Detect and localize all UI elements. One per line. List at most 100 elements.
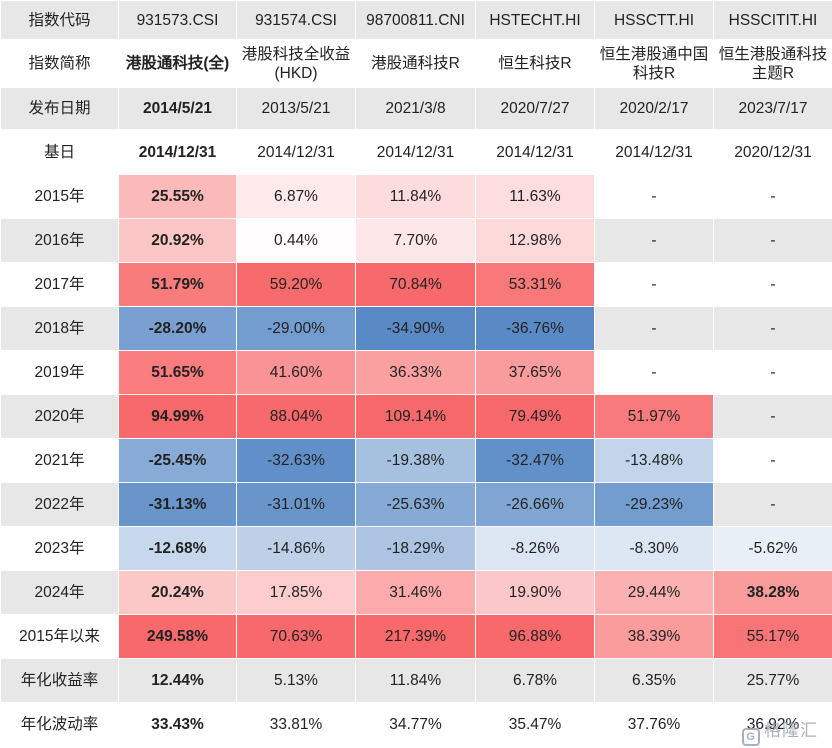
value-cell: 29.44% [594,570,714,615]
row-label: 2015年以来 [0,614,119,659]
table-row: 2021年 -25.45% -32.63% -19.38% -32.47% -13.48%… [0,438,832,483]
value-cell: 70.63% [236,614,356,659]
value-cell: -19.38% [355,438,476,483]
value-cell: 38.39% [594,614,714,659]
value-cell: 96.88% [475,614,595,659]
row-label: 年化波动率 [0,702,119,747]
value-cell: 88.04% [236,394,356,439]
header-row: 发布日期 2014/5/21 2013/5/21 2021/3/8 2020/7/27 2… [0,87,832,130]
value-cell: - [713,394,832,439]
value-cell: - [713,174,832,219]
value-cell: 53.31% [475,262,595,307]
value-cell: -32.47% [475,438,595,483]
value-cell: 36.92% [713,702,832,747]
value-cell: - [713,438,832,483]
value-cell: 12.98% [475,218,595,263]
row-label: 2016年 [0,218,119,263]
value-cell: -29.23% [594,482,714,527]
header-cell: 港股通科技(全) [118,39,237,88]
value-cell: -18.29% [355,526,476,571]
value-cell: 5.13% [236,658,356,703]
value-cell: -34.90% [355,306,476,351]
value-cell: 25.77% [713,658,832,703]
value-cell: -25.63% [355,482,476,527]
value-cell: - [713,350,832,395]
value-cell: 6.78% [475,658,595,703]
header-cell: 2014/12/31 [594,129,714,175]
header-cell: 98700811.CNI [355,0,476,40]
value-cell: -36.76% [475,306,595,351]
row-label: 发布日期 [0,87,119,130]
row-label: 年化收益率 [0,658,119,703]
value-cell: 41.60% [236,350,356,395]
watermark: G 格隆汇 [742,716,818,746]
value-cell: 79.49% [475,394,595,439]
value-cell: 109.14% [355,394,476,439]
value-cell: 20.24% [118,570,237,615]
value-cell: 20.92% [118,218,237,263]
value-cell: -5.62% [713,526,832,571]
table-row: 年化波动率 33.43% 33.81% 34.77% 35.47% 37.76% 36.92… [0,702,832,747]
value-cell: -26.66% [475,482,595,527]
value-cell: - [713,482,832,527]
value-cell: 217.39% [355,614,476,659]
header-cell: 931573.CSI [118,0,237,40]
value-cell: 12.44% [118,658,237,703]
value-cell: 0.44% [236,218,356,263]
header-cell: 2014/12/31 [118,129,237,175]
row-label: 2022年 [0,482,119,527]
value-cell: -13.48% [594,438,714,483]
row-label: 2024年 [0,570,119,615]
row-label: 2015年 [0,174,119,219]
row-label: 指数简称 [0,39,119,88]
value-cell: -8.26% [475,526,595,571]
value-cell: 94.99% [118,394,237,439]
value-cell: - [594,306,714,351]
value-cell: 59.20% [236,262,356,307]
value-cell: 11.84% [355,174,476,219]
table-row: 年化收益率 12.44% 5.13% 11.84% 6.78% 6.35% 25.77% [0,658,832,703]
header-cell: 2013/5/21 [236,87,356,130]
header-cell: HSSCTT.HI [594,0,714,40]
watermark-logo-icon: G [742,728,760,746]
value-cell: 37.76% [594,702,714,747]
header-cell: 恒生港股通科技主题R [713,39,832,88]
header-row: 指数简称 港股通科技(全) 港股科技全收益(HKD) 港股通科技R 恒生科技R 恒生港股通… [0,39,832,88]
header-cell: 2014/5/21 [118,87,237,130]
header-row: 指数代码 931573.CSI 931574.CSI 98700811.CNI HSTE… [0,0,832,40]
header-cell: 931574.CSI [236,0,356,40]
value-cell: - [594,350,714,395]
table-row: 2017年 51.79% 59.20% 70.84% 53.31% - - [0,262,832,307]
header-cell: 2020/2/17 [594,87,714,130]
row-label: 2019年 [0,350,119,395]
header-cell: 恒生港股通中国科技R [594,39,714,88]
header-cell: 2014/12/31 [475,129,595,175]
value-cell: -12.68% [118,526,237,571]
table-row: 2020年 94.99% 88.04% 109.14% 79.49% 51.97% - [0,394,832,439]
value-cell: 249.58% [118,614,237,659]
value-cell: 6.35% [594,658,714,703]
value-cell: - [713,218,832,263]
value-cell: - [713,306,832,351]
value-cell: -14.86% [236,526,356,571]
value-cell: 33.43% [118,702,237,747]
row-label: 指数代码 [0,0,119,40]
header-cell: 2021/3/8 [355,87,476,130]
header-cell: 2020/12/31 [713,129,832,175]
table-row: 2018年 -28.20% -29.00% -34.90% -36.76% - - [0,306,832,351]
value-cell: -31.13% [118,482,237,527]
header-cell: 2014/12/31 [236,129,356,175]
table-row: 2015年以来 249.58% 70.63% 217.39% 96.88% 38.39% 5… [0,614,832,659]
value-cell: - [594,262,714,307]
value-cell: 38.28% [713,570,832,615]
row-label: 2018年 [0,306,119,351]
value-cell: 37.65% [475,350,595,395]
value-cell: 36.33% [355,350,476,395]
row-label: 2020年 [0,394,119,439]
value-cell: -25.45% [118,438,237,483]
value-cell: - [594,218,714,263]
table-row: 2019年 51.65% 41.60% 36.33% 37.65% - - [0,350,832,395]
value-cell: 51.97% [594,394,714,439]
header-row: 基日 2014/12/31 2014/12/31 2014/12/31 2014/12/… [0,129,832,175]
value-cell: 11.84% [355,658,476,703]
